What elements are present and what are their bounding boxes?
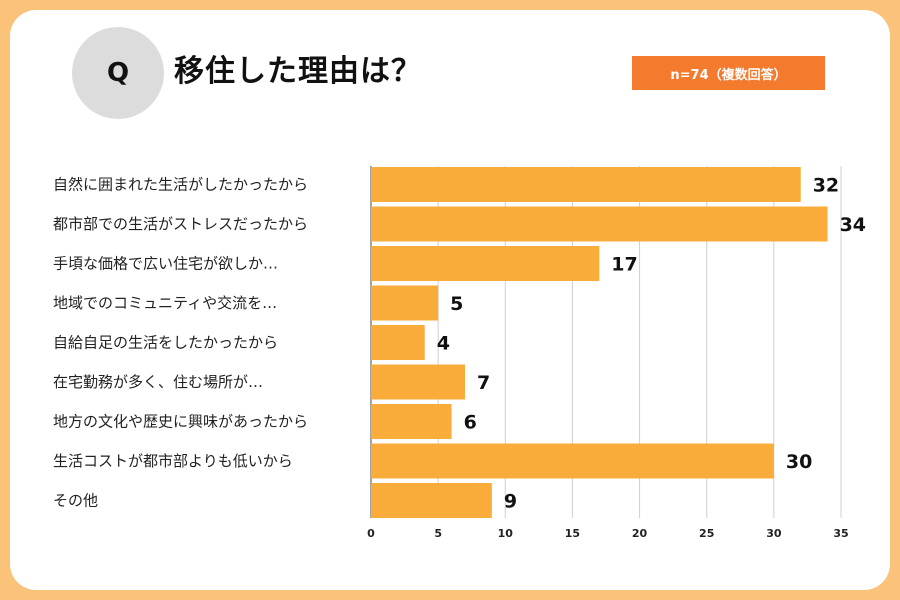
category-label: 地方の文化や歴史に興味があったから (53, 413, 308, 431)
data-label: 4 (437, 333, 450, 355)
bar (371, 404, 452, 439)
category-label: 都市部での生活がストレスだったから (53, 215, 308, 233)
data-label: 7 (477, 372, 490, 394)
bar (371, 364, 465, 400)
sample-size-badge: n=74（複数回答） (632, 56, 825, 90)
category-label: 地域でのコミュニティや交流を… (53, 294, 277, 312)
category-label: 自然に囲まれた生活がしたかったから (53, 176, 308, 194)
bar (371, 325, 425, 360)
bar (371, 443, 774, 479)
bar (371, 483, 492, 518)
data-label: 32 (813, 175, 839, 197)
question-badge: Q (72, 27, 164, 119)
category-label: 手頃な価格で広い住宅が欲しか… (53, 255, 278, 273)
x-tick-label: 10 (498, 527, 514, 540)
category-label: 生活コストが都市部よりも低いから (53, 452, 293, 470)
x-tick-label: 15 (565, 527, 580, 540)
category-labels: 自然に囲まれた生活がしたかったから都市部での生活がストレスだったから手頃な価格で… (53, 176, 308, 510)
bar (371, 246, 600, 281)
data-label: 9 (504, 491, 517, 513)
x-tick-label: 30 (766, 527, 782, 540)
x-tick-label: 35 (833, 527, 848, 540)
data-label: 17 (611, 254, 637, 276)
bar (371, 167, 801, 202)
category-label: 在宅勤務が多く、住む場所が… (53, 373, 263, 391)
x-tick-label: 0 (367, 527, 375, 540)
bars (371, 167, 828, 518)
x-axis-ticks: 0 5 10 15 20 25 30 35 (367, 527, 848, 540)
bar (371, 206, 828, 242)
data-label: 5 (450, 293, 463, 315)
data-label: 30 (786, 451, 812, 473)
x-tick-label: 5 (434, 527, 442, 540)
question-title: 移住した理由は？ (174, 54, 422, 89)
x-tick-label: 25 (699, 527, 714, 540)
category-label: その他 (53, 492, 98, 510)
bar (371, 285, 439, 321)
category-label: 自給自足の生活をしたかったから (53, 334, 278, 352)
x-tick-label: 20 (632, 527, 648, 540)
data-label: 6 (464, 412, 477, 434)
data-label: 34 (840, 214, 866, 236)
